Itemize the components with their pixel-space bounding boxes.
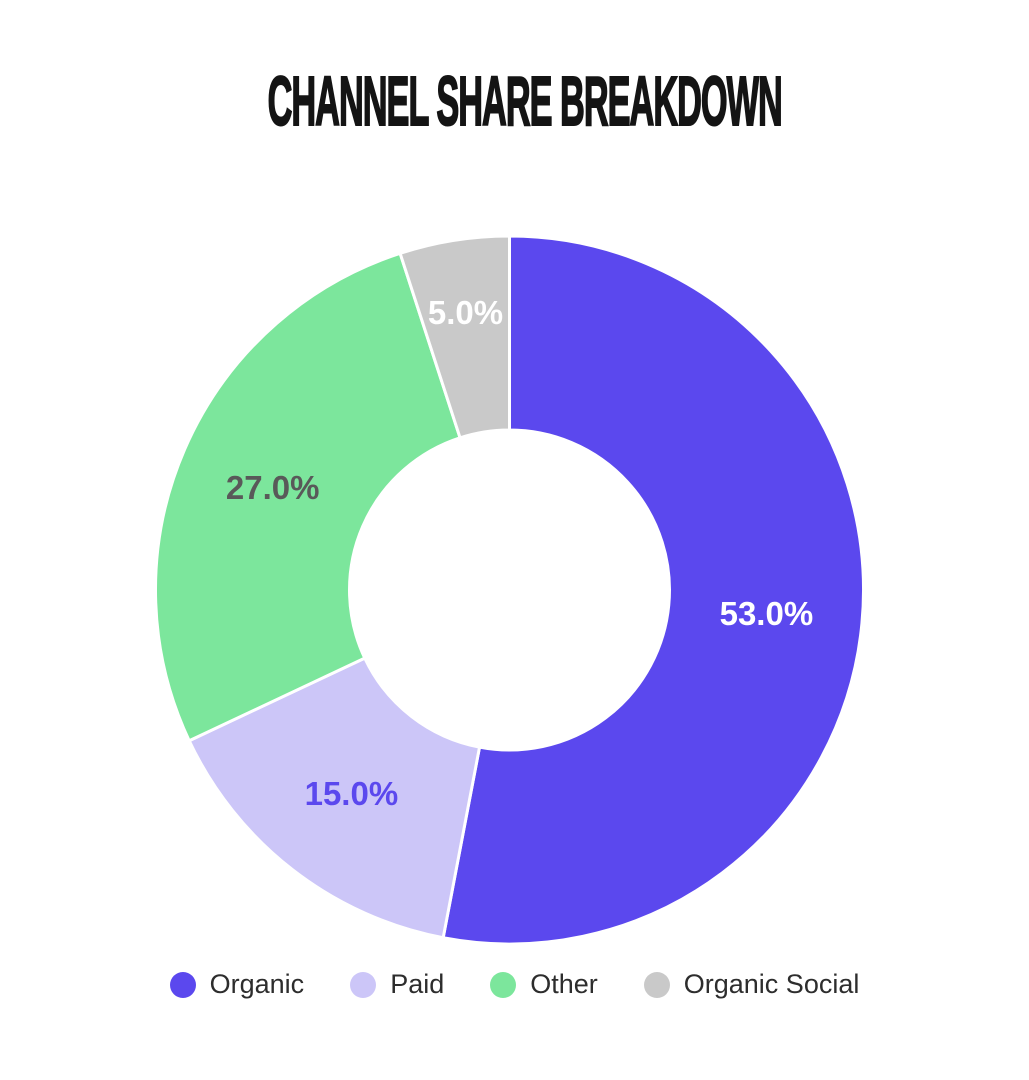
legend-label-paid: Paid — [390, 969, 445, 999]
slice-value-label-organic: 53.0% — [719, 595, 814, 633]
legend-marker-paid — [350, 971, 377, 998]
legend-item-paid[interactable]: Paid — [350, 969, 444, 1000]
legend-marker-other — [490, 971, 517, 998]
legend-label-organic-social: Organic Social — [683, 969, 860, 999]
legend-label-organic: Organic — [209, 969, 305, 999]
donut-slice-other[interactable] — [154, 251, 462, 743]
slice-value-label-organic-social: 5.0% — [427, 293, 504, 331]
donut-slice-organic-social[interactable] — [398, 234, 511, 440]
legend-marker-organic-social — [643, 971, 670, 998]
donut-slice-organic[interactable] — [441, 234, 865, 946]
slice-value-label-other: 27.0% — [225, 468, 320, 506]
legend-label-other: Other — [530, 969, 598, 999]
legend-marker-organic — [169, 971, 196, 998]
chart-title: CHANNEL SHARE BREAKDOWN — [0, 62, 1029, 140]
legend-item-other[interactable]: Other — [490, 969, 598, 1000]
legend: Organic Paid Other Organic Social — [0, 969, 1029, 1000]
slice-value-label-paid: 15.0% — [304, 774, 399, 812]
legend-item-organic-social[interactable]: Organic Social — [643, 969, 860, 1000]
donut-slice-paid[interactable] — [187, 656, 482, 940]
legend-item-organic[interactable]: Organic — [169, 969, 305, 1000]
chart-title-text: CHANNEL SHARE BREAKDOWN — [267, 62, 783, 140]
